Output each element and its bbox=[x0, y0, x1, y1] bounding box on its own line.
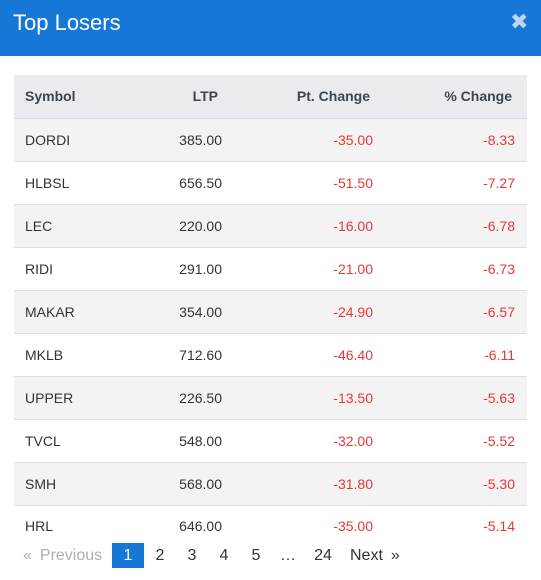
previous-label: Previous bbox=[39, 547, 103, 564]
ltp-cell: 568.00 bbox=[179, 475, 222, 492]
table-row[interactable]: MKLB 712.60 -46.40 -6.11 bbox=[14, 333, 527, 376]
ltp-cell: 656.50 bbox=[179, 174, 222, 191]
ltp-cell: 646.00 bbox=[179, 518, 222, 535]
page-button-5[interactable]: 5 bbox=[251, 547, 261, 564]
pct-change-cell: -6.57 bbox=[483, 303, 515, 320]
next-page-button[interactable]: Next » bbox=[342, 543, 404, 568]
modal-title: Top Losers bbox=[13, 10, 121, 35]
table-row[interactable]: MAKAR 354.00 -24.90 -6.57 bbox=[14, 290, 527, 333]
losers-table: Symbol LTP Pt. Change % Change DORDI 385… bbox=[14, 75, 527, 547]
column-header-symbol[interactable]: Symbol bbox=[14, 75, 132, 119]
ltp-cell: 220.00 bbox=[179, 217, 222, 234]
symbol-cell: MKLB bbox=[25, 346, 64, 363]
page-button-3[interactable]: 3 bbox=[187, 547, 197, 564]
ltp-cell: 226.50 bbox=[179, 389, 222, 406]
table-header-row: Symbol LTP Pt. Change % Change bbox=[14, 75, 527, 119]
symbol-cell: TVCL bbox=[25, 432, 61, 449]
pt-change-cell: -16.00 bbox=[333, 217, 373, 234]
pt-change-cell: -32.00 bbox=[333, 432, 373, 449]
pct-change-cell: -5.63 bbox=[483, 389, 515, 406]
symbol-cell: LEC bbox=[25, 217, 53, 234]
table-header: Symbol LTP Pt. Change % Change bbox=[14, 75, 527, 119]
page-button-4[interactable]: 4 bbox=[219, 547, 229, 564]
column-header-ltp[interactable]: LTP bbox=[132, 75, 222, 119]
symbol-cell: DORDI bbox=[25, 131, 71, 148]
table-row[interactable]: RIDI 291.00 -21.00 -6.73 bbox=[14, 247, 527, 290]
pt-change-cell: -51.50 bbox=[333, 174, 373, 191]
pt-change-cell: -35.00 bbox=[333, 131, 373, 148]
previous-page-button[interactable]: « Previous bbox=[14, 543, 112, 568]
ltp-cell: 712.60 bbox=[179, 346, 222, 363]
pt-change-cell: -24.90 bbox=[333, 303, 373, 320]
column-header-pct-change[interactable]: % Change bbox=[373, 75, 527, 119]
losers-table-container: Symbol LTP Pt. Change % Change DORDI 385… bbox=[14, 75, 527, 547]
double-chevron-right-icon: » bbox=[390, 547, 400, 564]
close-icon[interactable]: ✖ bbox=[510, 9, 529, 34]
pt-change-cell: -21.00 bbox=[333, 260, 373, 277]
pct-change-cell: -5.14 bbox=[483, 518, 515, 535]
pagination: « Previous 1 2 3 4 5 … 24 Next » bbox=[14, 543, 404, 568]
modal-header: Top Losers ✖ bbox=[0, 0, 541, 56]
page-button-2[interactable]: 2 bbox=[155, 547, 165, 564]
table-body: DORDI 385.00 -35.00 -8.33 HLBSL 656.50 -… bbox=[14, 118, 527, 547]
pct-change-cell: -7.27 bbox=[483, 174, 515, 191]
table-row[interactable]: LEC 220.00 -16.00 -6.78 bbox=[14, 204, 527, 247]
ltp-cell: 385.00 bbox=[179, 131, 222, 148]
symbol-cell: SMH bbox=[25, 475, 57, 492]
table-row[interactable]: DORDI 385.00 -35.00 -8.33 bbox=[14, 118, 527, 161]
double-chevron-left-icon: « bbox=[23, 547, 32, 564]
ltp-cell: 354.00 bbox=[179, 303, 222, 320]
ltp-cell: 291.00 bbox=[179, 260, 222, 277]
table-row[interactable]: HLBSL 656.50 -51.50 -7.27 bbox=[14, 161, 527, 204]
symbol-cell: MAKAR bbox=[25, 303, 75, 320]
symbol-cell: RIDI bbox=[25, 260, 53, 277]
pt-change-cell: -35.00 bbox=[333, 518, 373, 535]
table-row[interactable]: TVCL 548.00 -32.00 -5.52 bbox=[14, 419, 527, 462]
table-row[interactable]: HRL 646.00 -35.00 -5.14 bbox=[14, 505, 527, 547]
column-header-pt-change[interactable]: Pt. Change bbox=[222, 75, 373, 119]
pct-change-cell: -6.11 bbox=[484, 346, 515, 363]
pct-change-cell: -6.78 bbox=[483, 217, 515, 234]
symbol-cell: HRL bbox=[25, 518, 54, 535]
pagination-ellipsis: … bbox=[280, 547, 296, 564]
pct-change-cell: -5.52 bbox=[483, 432, 515, 449]
symbol-cell: HLBSL bbox=[25, 174, 70, 191]
pct-change-cell: -5.30 bbox=[483, 475, 515, 492]
pt-change-cell: -13.50 bbox=[333, 389, 373, 406]
next-label: Next bbox=[350, 547, 383, 564]
ltp-cell: 548.00 bbox=[179, 432, 222, 449]
table-row[interactable]: UPPER 226.50 -13.50 -5.63 bbox=[14, 376, 527, 419]
table-row[interactable]: SMH 568.00 -31.80 -5.30 bbox=[14, 462, 527, 505]
page-button-24[interactable]: 24 bbox=[314, 547, 332, 564]
pt-change-cell: -46.40 bbox=[333, 346, 373, 363]
symbol-cell: UPPER bbox=[25, 389, 74, 406]
page-button-1[interactable]: 1 bbox=[112, 543, 144, 568]
pt-change-cell: -31.80 bbox=[333, 475, 373, 492]
pct-change-cell: -8.33 bbox=[483, 131, 515, 148]
pct-change-cell: -6.73 bbox=[483, 260, 515, 277]
